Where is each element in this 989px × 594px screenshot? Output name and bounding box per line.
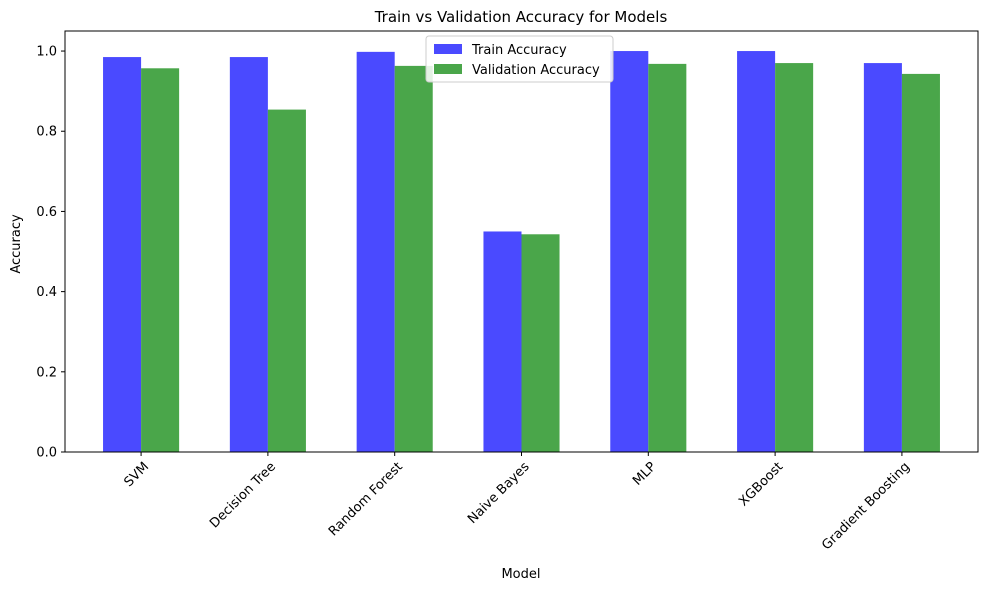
legend-swatch-train — [434, 44, 462, 54]
bar-validation-mlp — [648, 63, 687, 453]
y-tick-label: 0.4 — [36, 285, 57, 300]
bar-validation-svm — [141, 68, 180, 452]
y-tick-label: 1.0 — [36, 45, 57, 60]
bar-validation-gradient-boosting — [901, 73, 940, 452]
bar-train-svm — [103, 57, 142, 453]
y-tick-label: 0.6 — [36, 205, 57, 220]
y-axis-label: Accuracy — [9, 214, 24, 274]
y-tick-label: 0.0 — [36, 446, 57, 461]
legend: Train Accuracy Validation Accuracy — [425, 35, 614, 83]
x-axis-label: Model — [501, 567, 540, 582]
legend-label-validation: Validation Accuracy — [472, 63, 600, 78]
bar-validation-random-forest — [394, 65, 433, 452]
legend-swatch-validation — [434, 64, 462, 74]
bar-train-xgboost — [737, 51, 776, 453]
bar-train-gradient-boosting — [863, 63, 902, 452]
chart-title: Train vs Validation Accuracy for Models — [374, 8, 668, 26]
bars-group — [103, 51, 940, 453]
bar-train-naive-bayes — [483, 231, 522, 452]
legend-label-train: Train Accuracy — [471, 43, 567, 58]
bar-validation-decision-tree — [267, 109, 306, 452]
y-tick-label: 0.2 — [36, 365, 57, 380]
plot-frame — [64, 30, 979, 453]
bar-train-decision-tree — [229, 57, 268, 453]
bar-train-random-forest — [356, 51, 395, 453]
bar-validation-naive-bayes — [521, 234, 560, 452]
bar-validation-xgboost — [775, 63, 814, 452]
y-tick-label: 0.8 — [36, 125, 57, 140]
legend-box — [425, 35, 614, 83]
bar-train-mlp — [610, 51, 649, 453]
